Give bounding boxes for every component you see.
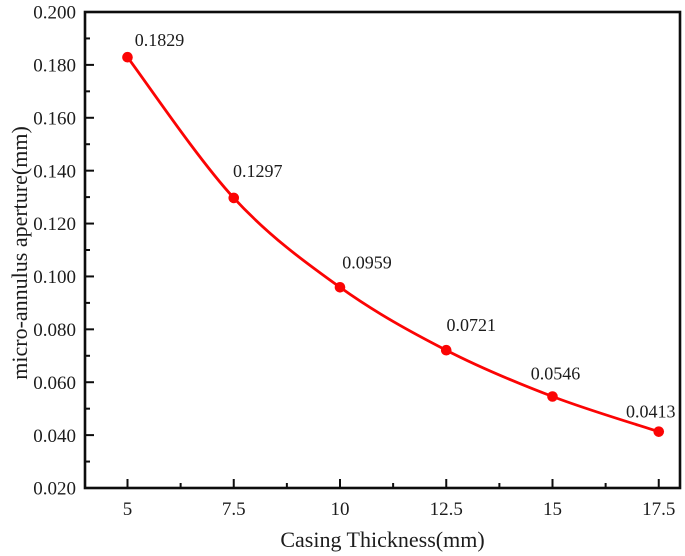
data-point-label: 0.1829	[135, 30, 185, 50]
data-point-marker	[440, 344, 452, 356]
x-tick-label: 12.5	[430, 499, 463, 520]
data-point-label: 0.0721	[447, 315, 497, 335]
data-point-marker	[122, 51, 133, 63]
data-point-marker	[653, 426, 665, 437]
y-tick-label: 0.160	[33, 108, 76, 129]
y-tick-label: 0.060	[33, 373, 76, 394]
plot-frame	[83, 10, 682, 490]
x-tick-label: 5	[123, 499, 133, 520]
x-tick-label: 17.5	[642, 499, 675, 520]
y-tick-label: 0.200	[33, 3, 76, 24]
y-tick-label: 0.180	[33, 56, 76, 77]
data-point-label: 0.0546	[531, 364, 581, 384]
y-tick-label: 0.040	[33, 426, 76, 447]
x-tick-label: 10	[331, 499, 350, 520]
y-tick-label: 0.080	[33, 320, 76, 341]
data-point-label: 0.0413	[626, 402, 676, 422]
y-tick-label: 0.100	[33, 267, 76, 288]
y-tick-label: 0.120	[33, 214, 76, 235]
data-point-label: 0.0959	[342, 252, 392, 272]
x-tick-label: 15	[543, 499, 562, 520]
data-point-label: 0.1297	[233, 161, 283, 181]
data-point-marker	[228, 192, 240, 204]
data-point-marker	[334, 281, 346, 293]
y-tick-label: 0.140	[33, 161, 76, 182]
x-tick-label: 7.5	[222, 499, 246, 520]
y-tick-label: 0.020	[33, 479, 76, 500]
x-axis-title: Casing Thickness(mm)	[280, 527, 484, 552]
y-axis-title: micro-annulus aperture(mm)	[7, 126, 32, 380]
data-point-marker	[547, 391, 558, 402]
